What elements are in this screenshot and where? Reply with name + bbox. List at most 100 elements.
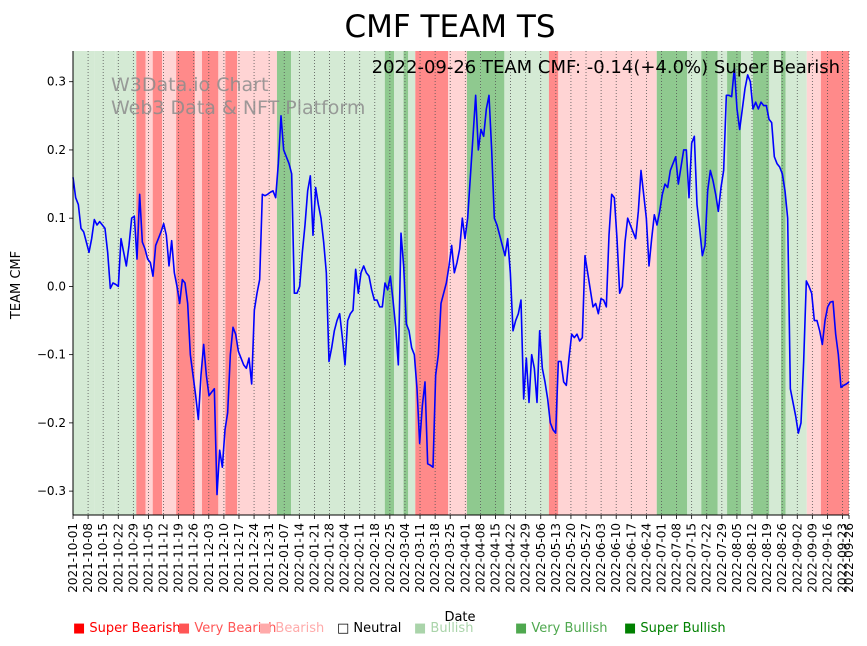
legend-label: Very Bullish — [531, 621, 608, 636]
sentiment-band — [548, 51, 559, 515]
x-tick-label: 2021-10-01 — [66, 523, 80, 593]
x-tick-label: 2022-02-04 — [338, 523, 352, 593]
y-tick-label: 0.2 — [47, 143, 66, 157]
sentiment-band — [717, 51, 728, 515]
legend-swatch: ■ — [624, 621, 641, 636]
sentiment-band — [687, 51, 702, 515]
sentiment-band — [162, 51, 177, 515]
legend-swatch: ■ — [414, 621, 431, 636]
sentiment-band — [73, 51, 95, 515]
legend-item: ■ Super Bearish — [73, 621, 181, 636]
x-tick-label: 2022-08-05 — [730, 523, 744, 593]
sentiment-band — [237, 51, 270, 515]
legend-label: Bearish — [275, 621, 325, 636]
x-tick-label: 2022-02-25 — [383, 523, 397, 593]
sentiment-band — [115, 51, 137, 515]
sentiment-band — [656, 51, 676, 515]
sentiment-band — [145, 51, 153, 515]
x-tick-label: 2022-02-11 — [353, 523, 367, 593]
sentiment-band — [218, 51, 226, 515]
x-tick-label: 2022-07-01 — [654, 523, 668, 593]
sentiment-band — [741, 51, 753, 515]
x-tick-label: 2021-11-12 — [157, 523, 171, 593]
x-tick-label: 2021-11-19 — [172, 523, 186, 593]
sentiment-band — [781, 51, 786, 515]
sentiment-band — [225, 51, 238, 515]
chart-title: CMF TEAM TS — [344, 9, 555, 45]
legend-label: Super Bearish — [89, 621, 181, 636]
x-tick-label: 2022-06-24 — [639, 523, 653, 593]
x-tick-label: 2022-04-22 — [504, 523, 518, 593]
x-axis-label: Date — [444, 610, 475, 625]
x-tick-label: 2022-07-22 — [700, 523, 714, 593]
y-axis-label: TEAM CMF — [9, 251, 24, 320]
sentiment-band — [403, 51, 409, 515]
legend-item: ■ Very Bullish — [515, 621, 607, 636]
x-tick-label: 2022-01-14 — [292, 523, 306, 593]
x-tick-label: 2022-09-16 — [820, 523, 834, 593]
x-tick-label: 2022-08-26 — [775, 523, 789, 593]
sentiment-bands — [73, 51, 849, 515]
x-tick-label: 2022-02-18 — [368, 523, 382, 593]
x-tick-label: 2022-05-20 — [564, 523, 578, 593]
legend-swatch: □ — [337, 621, 354, 636]
x-tick-label: 2022-04-01 — [458, 523, 472, 593]
x-tick-label: 2022-01-07 — [277, 523, 291, 593]
x-tick-label: 2022-03-11 — [413, 523, 427, 593]
sentiment-band — [752, 51, 770, 515]
sentiment-band — [558, 51, 571, 515]
sentiment-band — [408, 51, 416, 515]
x-tick-label: 2021-12-17 — [232, 523, 246, 593]
x-tick-label: 2022-05-06 — [534, 523, 548, 593]
legend-item: ■ Bullish — [414, 621, 473, 636]
sentiment-band — [136, 51, 146, 515]
cmf-line-layer — [72, 67, 850, 496]
x-tick-label: 2021-11-05 — [141, 523, 155, 593]
legend-label: Very Bearish — [194, 621, 277, 636]
cmf-series-line — [72, 67, 850, 496]
x-tick-label: 2022-09-02 — [790, 523, 804, 593]
sentiment-band — [394, 51, 404, 515]
x-tick-label: 2022-04-29 — [519, 523, 533, 593]
sentiment-band — [820, 51, 849, 515]
x-tick-label: 2022-06-17 — [624, 523, 638, 593]
sentiment-band — [152, 51, 163, 515]
y-tick-label: −0.2 — [37, 416, 66, 430]
x-ticks: 2021-10-01 2021-10-08 2021-10-15 2021-10-22… — [66, 515, 856, 593]
x-tick-label: 2021-10-22 — [111, 523, 125, 593]
x-tick-label: 2022-01-28 — [323, 523, 337, 593]
date-gridlines — [72, 51, 850, 515]
legend-swatch: ■ — [259, 621, 276, 636]
axes — [72, 51, 849, 516]
x-tick-label: 2022-06-03 — [594, 523, 608, 593]
legend-item: ■ Super Bullish — [624, 621, 726, 636]
sentiment-band — [504, 51, 549, 515]
sentiment-band — [194, 51, 202, 515]
x-tick-label: 2022-01-21 — [307, 523, 321, 593]
x-tick-label: 2022-07-15 — [685, 523, 699, 593]
x-tick-label: 2021-12-31 — [262, 523, 276, 593]
sentiment-band — [269, 51, 277, 515]
y-tick-label: −0.1 — [37, 348, 66, 362]
legend-item: □ Neutral — [337, 621, 401, 636]
legend-item: ■ Bearish — [259, 621, 324, 636]
legend-swatch: ■ — [178, 621, 195, 636]
sentiment-band — [769, 51, 782, 515]
x-tick-label: 2022-04-08 — [473, 523, 487, 593]
sentiment-band — [701, 51, 718, 515]
legend-label: Bullish — [430, 621, 474, 636]
x-tick-label: 2022-09-26 — [842, 523, 856, 593]
x-tick-label: 2022-03-04 — [398, 523, 412, 593]
x-tick-label: 2021-10-15 — [96, 523, 110, 593]
y-tick-label: −0.3 — [37, 484, 66, 498]
sentiment-band — [480, 51, 505, 515]
sentiment-band — [675, 51, 688, 515]
x-tick-label: 2021-12-24 — [247, 523, 261, 593]
x-tick-label: 2021-10-29 — [126, 523, 140, 593]
legend-swatch: ■ — [515, 621, 532, 636]
sentiment-band — [448, 51, 467, 515]
watermark-line-2: Web3 Data & NFT Platform — [111, 97, 365, 119]
x-tick-label: 2022-09-23 — [836, 523, 850, 593]
x-tick-label: 2022-07-29 — [715, 523, 729, 593]
